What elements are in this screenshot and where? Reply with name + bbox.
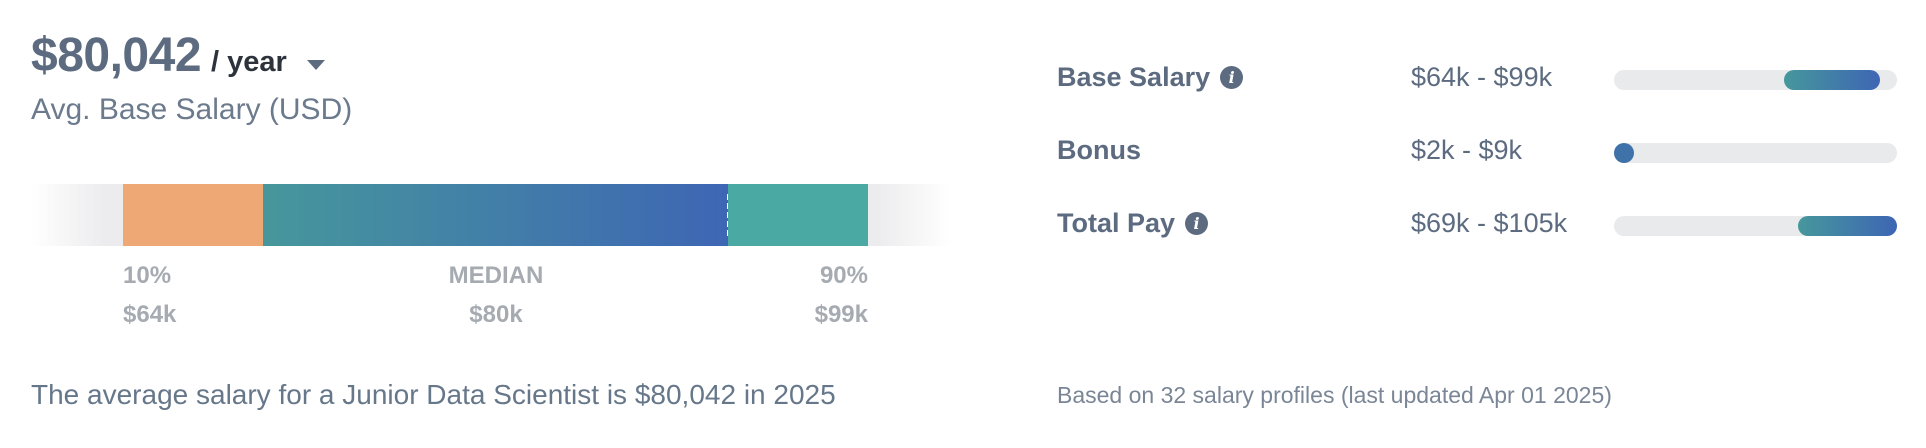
base-salary-range: $64k - $99k — [1411, 62, 1553, 92]
total-pay-range: $69k - $105k — [1411, 208, 1568, 238]
salary-subheading: Avg. Base Salary (USD) — [31, 93, 353, 126]
salary-summary-text: The average salary for a Junior Data Sci… — [31, 379, 836, 410]
median-segment — [263, 184, 729, 246]
chevron-down-icon[interactable] — [306, 59, 325, 70]
average-salary-amount: $80,042 — [31, 29, 202, 82]
p90-segment — [728, 184, 868, 246]
p10-label: 10% — [123, 262, 172, 289]
bonus-bar-fill — [1614, 143, 1634, 163]
p10-value: $64k — [123, 301, 177, 328]
base-salary-label: Base Salary — [1057, 62, 1211, 92]
base-salary-bar-fill — [1784, 70, 1880, 90]
bonus-row: Bonus $2k - $9k — [1057, 135, 1907, 175]
median-value: $80k — [469, 301, 523, 328]
median-label: MEDIAN — [448, 262, 544, 289]
p10-segment — [123, 184, 263, 246]
total-pay-bar — [1614, 216, 1897, 236]
salary-summary-panel: $80,042 / year Avg. Base Salary (USD) 10… — [31, 0, 961, 448]
total-pay-label-group: Total Pay i — [1057, 208, 1209, 239]
total-pay-bar-fill — [1798, 216, 1897, 236]
total-pay-row: Total Pay i $69k - $105k — [1057, 208, 1907, 248]
period-selector[interactable]: / year — [211, 46, 325, 79]
base-salary-label-group: Base Salary i — [1057, 62, 1244, 93]
bonus-bar — [1614, 143, 1897, 163]
period-label: / year — [211, 46, 287, 78]
bonus-label: Bonus — [1057, 135, 1141, 165]
p90-label: 90% — [819, 262, 868, 289]
info-icon[interactable]: i — [1185, 212, 1209, 235]
base-salary-bar — [1614, 70, 1897, 90]
p90-value: $99k — [814, 301, 868, 328]
pay-breakdown-panel: Base Salary i $64k - $99k Bonus $2k - $9… — [1057, 0, 1907, 448]
info-icon[interactable]: i — [1220, 66, 1244, 89]
bonus-range: $2k - $9k — [1411, 135, 1523, 165]
total-pay-label: Total Pay — [1057, 208, 1176, 238]
bonus-label-group: Bonus — [1057, 135, 1141, 166]
base-salary-row: Base Salary i $64k - $99k — [1057, 62, 1907, 102]
percentile-range-bar — [31, 184, 951, 246]
data-source-footnote: Based on 32 salary profiles (last update… — [1057, 382, 1612, 408]
salary-headline: $80,042 / year — [31, 28, 325, 83]
